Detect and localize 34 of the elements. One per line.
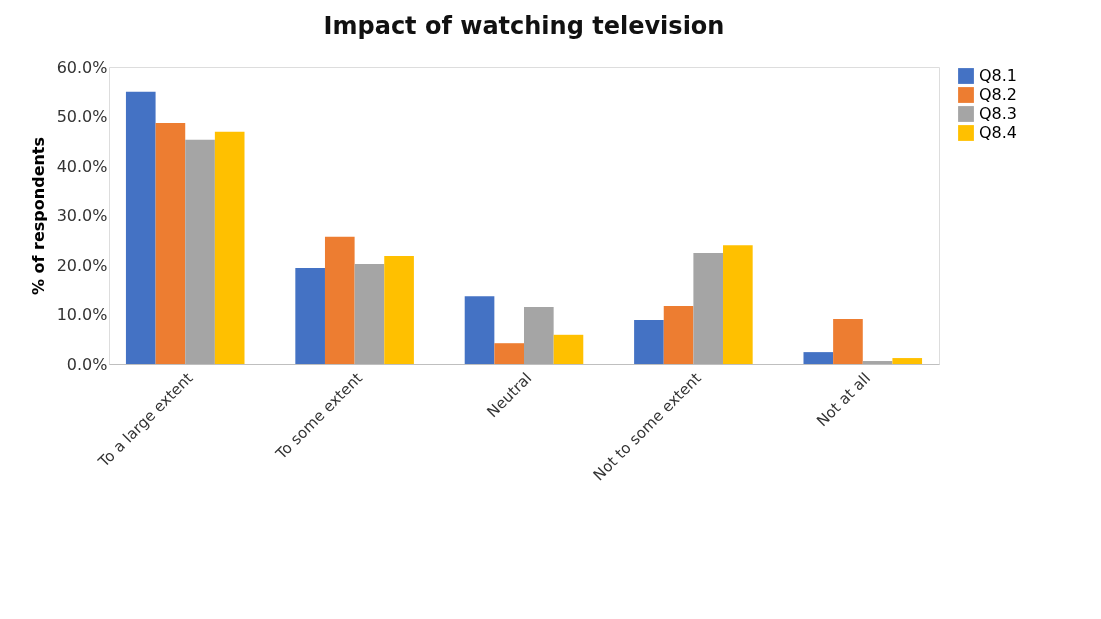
bar bbox=[214, 131, 245, 364]
bar bbox=[494, 343, 524, 364]
bar bbox=[295, 267, 325, 364]
bar bbox=[524, 307, 554, 364]
legend-label: Q8.2 bbox=[979, 85, 1018, 104]
y-tick-label: 10.0% bbox=[56, 305, 108, 324]
bar bbox=[354, 264, 385, 364]
bar bbox=[663, 306, 694, 364]
y-tick-label: 20.0% bbox=[56, 255, 108, 275]
bar bbox=[723, 245, 753, 364]
bar bbox=[892, 358, 923, 364]
bar bbox=[553, 334, 584, 364]
y-tick-label: 60.0% bbox=[56, 57, 108, 77]
bar bbox=[464, 296, 495, 364]
legend-label: Q8.4 bbox=[979, 123, 1018, 142]
bar bbox=[155, 122, 186, 364]
chart-title: Impact of watching television bbox=[323, 12, 725, 40]
y-tick-label: 50.0% bbox=[56, 107, 108, 126]
x-tick-label: Not at all bbox=[812, 369, 875, 431]
y-tick-label: 30.0% bbox=[56, 206, 108, 225]
bar bbox=[324, 236, 355, 364]
bar bbox=[634, 319, 664, 364]
bar bbox=[125, 91, 156, 364]
bar bbox=[833, 318, 863, 364]
y-axis-title: % of respondents bbox=[28, 136, 48, 296]
bar bbox=[693, 253, 724, 364]
legend-label: Q8.3 bbox=[979, 104, 1018, 123]
bar bbox=[384, 256, 414, 364]
y-tick-label: 40.0% bbox=[56, 156, 108, 176]
bar bbox=[803, 352, 834, 364]
y-tick-label: 0.0% bbox=[66, 354, 108, 374]
bar bbox=[862, 361, 893, 364]
legend-label: Q8.1 bbox=[979, 66, 1018, 85]
bar bbox=[185, 139, 215, 364]
